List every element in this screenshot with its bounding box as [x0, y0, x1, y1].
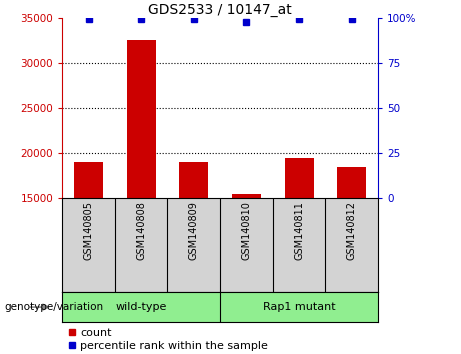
- Bar: [179, 162, 208, 198]
- Text: GSM140811: GSM140811: [294, 201, 304, 260]
- Bar: [232, 194, 261, 198]
- Bar: [127, 40, 156, 198]
- Bar: [74, 162, 103, 198]
- Text: GSM140808: GSM140808: [136, 201, 146, 260]
- Text: wild-type: wild-type: [116, 302, 167, 312]
- Legend: count, percentile rank within the sample: count, percentile rank within the sample: [68, 328, 268, 351]
- Title: GDS2533 / 10147_at: GDS2533 / 10147_at: [148, 3, 292, 17]
- Bar: [337, 167, 366, 198]
- Text: genotype/variation: genotype/variation: [5, 302, 104, 312]
- Bar: [284, 158, 313, 198]
- Text: GSM140809: GSM140809: [189, 201, 199, 260]
- Text: GSM140812: GSM140812: [347, 201, 357, 260]
- Text: Rap1 mutant: Rap1 mutant: [263, 302, 336, 312]
- Text: GSM140805: GSM140805: [83, 201, 94, 260]
- Text: GSM140810: GSM140810: [242, 201, 251, 260]
